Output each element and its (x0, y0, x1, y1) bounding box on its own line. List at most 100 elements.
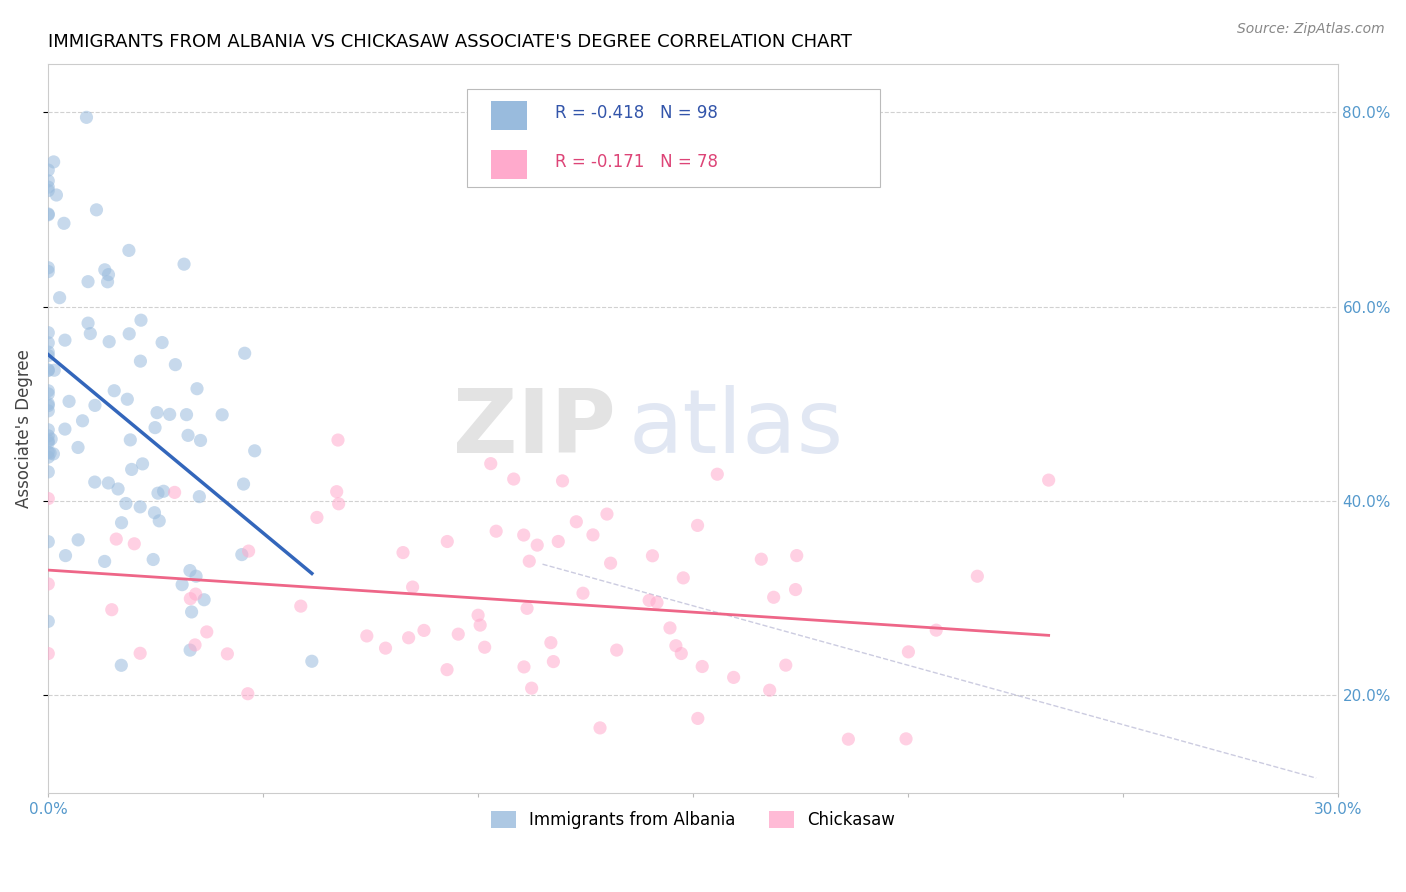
FancyBboxPatch shape (491, 101, 527, 129)
Point (42, 155, 65, 169)
Point (129, 313, 152, 327)
Point (37, 404, 59, 418)
Point (517, 554, 540, 568)
Point (143, 420, 166, 434)
Point (121, 462, 143, 476)
Point (184, 569, 207, 583)
Point (969, 800, 991, 814)
Point (150, 335, 173, 350)
Point (148, 514, 170, 528)
Point (551, 474, 574, 488)
Point (641, 549, 664, 563)
Point (190, 434, 212, 448)
Point (37, 534, 59, 549)
Point (97, 475, 120, 490)
Point (118, 244, 141, 258)
Point (39, 446, 62, 460)
Point (398, 631, 420, 645)
Point (479, 457, 502, 471)
Point (93, 554, 115, 568)
Point (526, 538, 548, 552)
Point (328, 497, 350, 511)
Point (173, 257, 195, 271)
Point (37, 445, 59, 459)
Point (672, 571, 695, 585)
Point (1038, 473, 1060, 487)
Text: ZIP: ZIP (453, 384, 616, 472)
Point (671, 647, 693, 661)
Point (39, 432, 62, 446)
Point (37, 387, 59, 401)
Point (436, 534, 458, 549)
Point (129, 646, 152, 660)
Point (48, 291, 70, 305)
Point (177, 428, 200, 442)
Point (513, 660, 536, 674)
Point (447, 627, 470, 641)
Point (565, 515, 588, 529)
Y-axis label: Associate's Degree: Associate's Degree (15, 349, 32, 508)
Point (233, 346, 256, 360)
Point (142, 552, 165, 566)
Point (706, 467, 728, 482)
Point (100, 603, 122, 617)
Point (37, 435, 59, 450)
Point (966, 569, 988, 583)
Point (690, 659, 713, 673)
Point (665, 639, 688, 653)
Point (53, 333, 76, 347)
Point (118, 326, 141, 341)
Point (67, 533, 90, 547)
Point (547, 534, 569, 549)
Point (516, 601, 538, 615)
Point (107, 482, 129, 496)
Point (485, 524, 508, 539)
Point (37, 335, 59, 350)
Point (152, 484, 174, 499)
Point (77, 275, 100, 289)
Point (37, 180, 59, 194)
Point (184, 638, 207, 652)
Point (159, 408, 181, 422)
Text: Source: ZipAtlas.com: Source: ZipAtlas.com (1237, 22, 1385, 37)
Point (596, 507, 619, 521)
Point (645, 596, 668, 610)
Point (467, 608, 489, 623)
Point (86, 202, 108, 217)
Point (474, 640, 496, 655)
Point (58, 394, 80, 409)
Point (77, 316, 100, 330)
Point (124, 537, 146, 551)
Point (44, 363, 66, 377)
FancyBboxPatch shape (467, 89, 880, 187)
Point (231, 548, 253, 562)
Point (165, 358, 187, 372)
Point (76, 111, 98, 125)
Point (540, 635, 562, 649)
Point (84, 398, 107, 412)
Point (117, 392, 139, 407)
Point (582, 528, 605, 542)
Point (894, 731, 917, 746)
Point (723, 670, 745, 684)
Point (37, 163, 59, 178)
Point (897, 645, 920, 659)
Point (67, 441, 90, 455)
Point (599, 556, 621, 570)
Point (96, 275, 118, 289)
Text: R = -0.418   N = 98: R = -0.418 N = 98 (555, 104, 718, 122)
Point (37, 647, 59, 661)
Point (98, 334, 121, 349)
Point (413, 624, 436, 638)
Point (37, 450, 59, 464)
Point (176, 408, 198, 422)
Point (37, 174, 59, 188)
Point (356, 629, 378, 643)
Point (146, 406, 169, 420)
Point (512, 528, 534, 542)
Point (638, 593, 661, 607)
Point (184, 587, 207, 601)
Point (305, 510, 328, 524)
Point (290, 599, 312, 614)
Point (749, 552, 772, 566)
